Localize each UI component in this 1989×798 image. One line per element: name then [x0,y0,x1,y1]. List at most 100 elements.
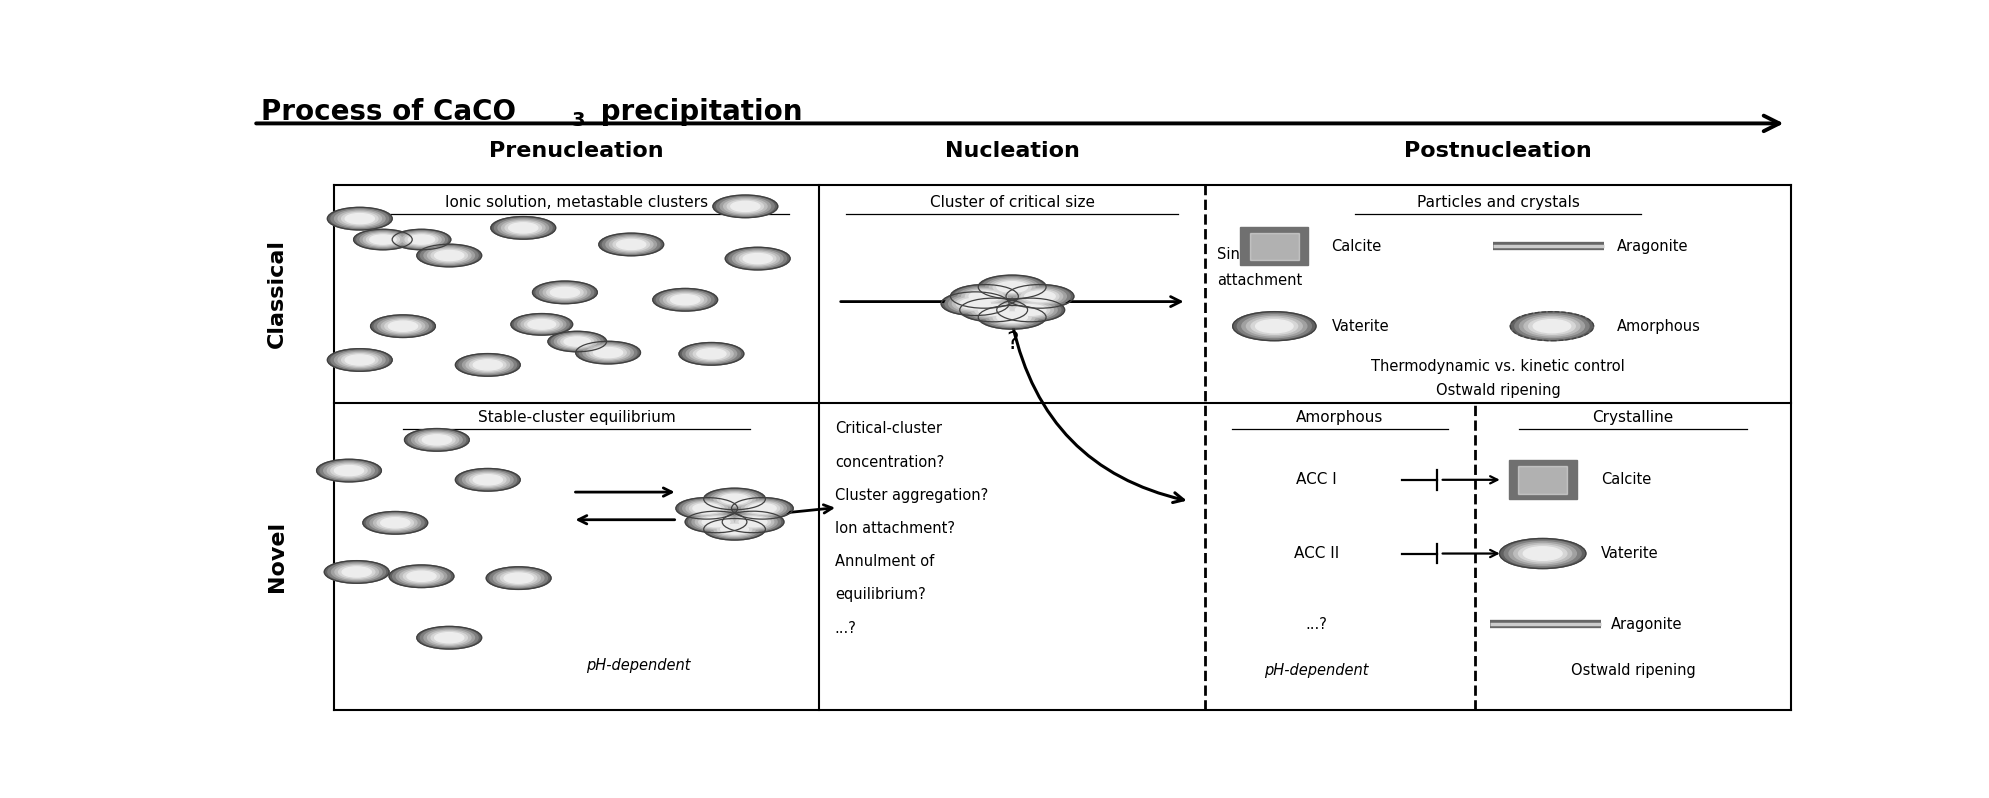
Text: Particles and crystals: Particles and crystals [1416,196,1579,211]
Ellipse shape [1008,302,1052,318]
Ellipse shape [955,297,994,310]
Ellipse shape [324,561,390,583]
Text: 3: 3 [571,112,585,130]
Ellipse shape [422,435,452,445]
Ellipse shape [682,500,730,517]
Ellipse shape [732,498,794,519]
Ellipse shape [364,233,402,247]
Ellipse shape [473,475,501,485]
Ellipse shape [599,233,662,255]
Ellipse shape [979,275,1046,298]
Ellipse shape [696,349,726,359]
Ellipse shape [613,238,648,251]
Text: Crystalline: Crystalline [1591,410,1673,425]
Text: Cluster aggregation?: Cluster aggregation? [835,488,989,503]
Text: Ostwald ripening: Ostwald ripening [1569,663,1695,678]
Ellipse shape [320,460,378,480]
Ellipse shape [692,514,740,531]
Text: Process of CaCO: Process of CaCO [261,97,515,126]
Ellipse shape [370,235,396,244]
Text: ACC II: ACC II [1293,546,1339,561]
Ellipse shape [686,345,736,362]
Ellipse shape [328,207,392,230]
Ellipse shape [408,235,434,244]
Ellipse shape [424,247,473,264]
Ellipse shape [941,292,1008,315]
Ellipse shape [338,211,382,226]
Ellipse shape [354,229,412,250]
Ellipse shape [1514,314,1587,339]
Ellipse shape [1014,305,1046,315]
Ellipse shape [517,316,565,333]
Ellipse shape [396,567,446,585]
Ellipse shape [985,308,1038,326]
Text: Stable-cluster equilibrium: Stable-cluster equilibrium [477,410,674,425]
Ellipse shape [505,222,541,234]
Ellipse shape [959,298,991,309]
Ellipse shape [716,523,752,535]
Ellipse shape [678,342,744,365]
Ellipse shape [511,314,573,335]
Ellipse shape [714,522,756,536]
Text: ACC I: ACC I [1295,472,1337,488]
Ellipse shape [742,254,772,263]
Ellipse shape [543,285,587,300]
Text: Postnucleation: Postnucleation [1404,141,1591,161]
Ellipse shape [963,299,1022,321]
Ellipse shape [688,503,724,515]
Ellipse shape [406,234,438,245]
Ellipse shape [676,498,738,519]
Ellipse shape [706,489,762,508]
Ellipse shape [465,472,509,488]
Ellipse shape [334,564,378,579]
Ellipse shape [716,196,774,216]
Ellipse shape [1528,318,1575,334]
Ellipse shape [981,306,1042,328]
Ellipse shape [404,429,469,451]
Ellipse shape [726,512,780,531]
Ellipse shape [985,278,1038,296]
Text: Aragonite: Aragonite [1615,239,1687,254]
Ellipse shape [716,493,752,505]
Ellipse shape [656,290,714,310]
Ellipse shape [533,281,597,304]
Ellipse shape [575,342,640,364]
Ellipse shape [513,314,569,334]
Ellipse shape [342,567,372,577]
Ellipse shape [428,630,471,646]
Ellipse shape [432,249,467,262]
Ellipse shape [742,501,782,516]
Ellipse shape [579,342,636,362]
Ellipse shape [380,518,410,528]
Ellipse shape [434,633,463,643]
Ellipse shape [609,237,652,252]
Ellipse shape [945,293,1004,314]
Ellipse shape [1255,320,1293,333]
Ellipse shape [704,519,766,540]
Ellipse shape [706,519,762,539]
Ellipse shape [728,248,786,269]
Ellipse shape [424,629,473,646]
Ellipse shape [690,346,732,361]
Ellipse shape [996,298,1064,322]
Text: Ionic solution, metastable clusters: Ionic solution, metastable clusters [446,196,708,211]
Ellipse shape [334,210,384,227]
Ellipse shape [957,287,1010,306]
Ellipse shape [400,569,444,584]
Ellipse shape [416,433,457,448]
Ellipse shape [1245,317,1301,336]
Ellipse shape [362,512,428,534]
Ellipse shape [330,350,388,370]
Ellipse shape [678,499,734,518]
Ellipse shape [589,346,627,359]
Ellipse shape [557,334,597,349]
Ellipse shape [366,234,400,245]
Ellipse shape [420,628,477,648]
Ellipse shape [1010,303,1048,317]
Ellipse shape [1500,539,1585,569]
Ellipse shape [491,216,555,239]
Ellipse shape [493,569,543,587]
Ellipse shape [535,282,593,302]
Ellipse shape [469,473,505,486]
Ellipse shape [563,337,591,346]
